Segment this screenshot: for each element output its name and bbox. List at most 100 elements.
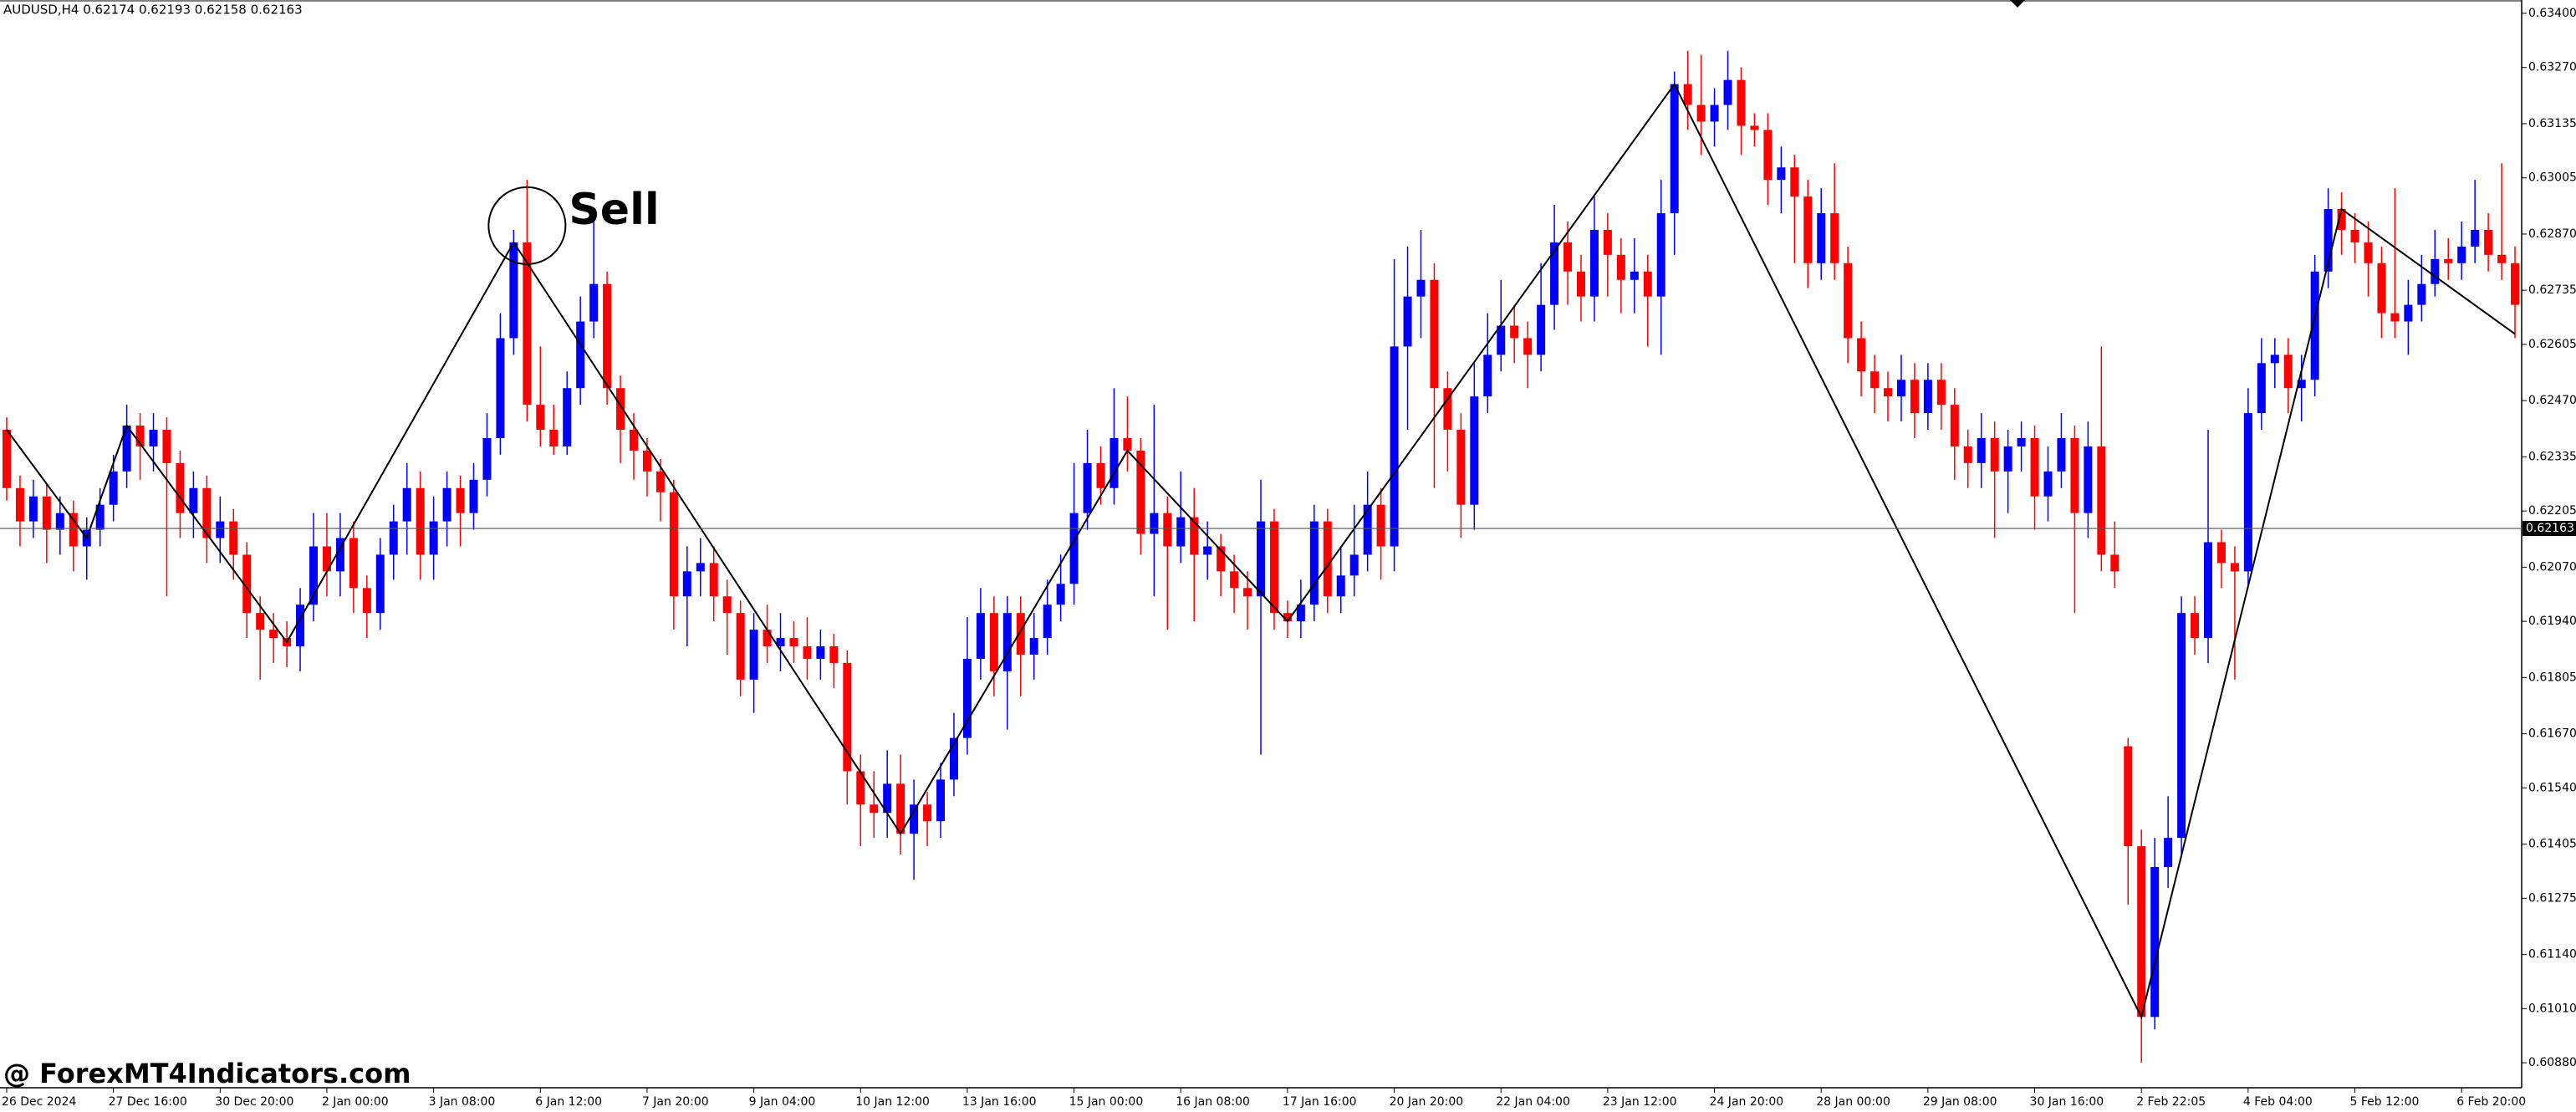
y-tick-label: 0.61275	[2528, 891, 2576, 905]
candle-body	[1910, 380, 1919, 414]
candle-body	[682, 571, 691, 597]
candle-body	[1977, 437, 1986, 463]
y-tick-label: 0.61670	[2528, 727, 2576, 741]
candle-body	[2337, 209, 2346, 230]
candle-body	[216, 521, 225, 538]
y-tick-label: 0.61940	[2528, 615, 2576, 628]
candle-body	[2043, 471, 2053, 497]
annotation-text: Sell	[569, 185, 659, 235]
candle-body	[1243, 588, 1252, 597]
candle-body	[1696, 105, 1706, 122]
candle-body	[2457, 246, 2466, 263]
candle-body	[456, 487, 465, 513]
candle-body	[28, 496, 38, 522]
candle-body	[2216, 542, 2226, 564]
x-tick-label: 22 Jan 04:00	[1496, 1095, 1570, 1109]
y-tick-label: 0.62735	[2528, 283, 2576, 297]
y-tick-label: 0.61540	[2528, 781, 2576, 794]
candle-body	[1670, 84, 1679, 214]
candle-body	[843, 662, 852, 772]
candle-body	[2150, 867, 2160, 1018]
candle-body	[1416, 279, 1426, 297]
candle-body	[2191, 613, 2200, 639]
candle-body	[2124, 746, 2133, 847]
candle-body	[1336, 575, 1345, 597]
candle-body	[1737, 79, 1746, 126]
shift-marker	[2010, 0, 2025, 8]
candle-body	[2, 430, 11, 488]
y-tick-label: 0.63270	[2528, 61, 2576, 74]
candle-body	[1430, 279, 1439, 389]
x-tick-label: 6 Feb 20:00	[2456, 1095, 2526, 1109]
candle-body	[189, 487, 198, 513]
candle-body	[669, 492, 678, 597]
candle-body	[2484, 229, 2493, 255]
candle-body	[1150, 513, 1159, 534]
candle-body	[589, 283, 599, 322]
candle-body	[496, 338, 505, 438]
candle-body	[816, 646, 825, 659]
y-tick-label: 0.62205	[2528, 504, 2576, 518]
annotation-circle	[487, 186, 567, 265]
candle-body	[936, 779, 946, 822]
candle-body	[1483, 355, 1492, 397]
candle-body	[1349, 554, 1359, 576]
candle-body	[1523, 338, 1533, 355]
y-tick-label: 0.61805	[2528, 671, 2576, 684]
candle-body	[1123, 437, 1132, 451]
candle-body	[1363, 504, 1372, 555]
candle-body	[442, 487, 451, 522]
candle-body	[1109, 437, 1119, 488]
x-tick-label: 7 Jan 20:00	[642, 1095, 709, 1109]
candle-body	[1443, 388, 1452, 431]
x-tick-label: 28 Jan 00:00	[1816, 1095, 1890, 1109]
candle-body	[962, 658, 972, 738]
watermark: @ ForexMT4Indicators.com	[3, 1058, 411, 1089]
candle-body	[1630, 271, 1639, 280]
candle-body	[1790, 167, 1799, 197]
candle-body	[2203, 542, 2212, 639]
candle-body	[803, 646, 812, 659]
candle-body	[149, 430, 158, 446]
y-tick-label: 0.62470	[2528, 394, 2576, 407]
candle-body	[2070, 437, 2079, 513]
candle-body	[563, 388, 572, 446]
candle-body	[202, 487, 212, 538]
x-tick-label: 20 Jan 20:00	[1390, 1095, 1464, 1109]
candle-body	[1002, 613, 1012, 671]
candle-body	[1136, 450, 1145, 534]
y-tick-label: 0.61010	[2528, 1002, 2576, 1015]
candle-body	[122, 426, 131, 472]
x-tick-label: 3 Jan 08:00	[429, 1095, 496, 1109]
candle-body	[1230, 571, 1239, 589]
candle-body	[763, 630, 772, 647]
candle-body	[536, 405, 545, 431]
zigzag-line	[6, 82, 2516, 1020]
candle-body	[1497, 325, 1506, 355]
candle-body	[256, 613, 265, 630]
candle-body	[1470, 396, 1479, 505]
x-tick-label: 6 Jan 12:00	[535, 1095, 602, 1109]
candle-body	[1056, 584, 1065, 605]
candle-body	[2324, 209, 2333, 272]
candle-body	[1083, 462, 1092, 513]
candle-body	[1029, 638, 1038, 655]
candle-body	[2177, 613, 2186, 839]
candle-body	[1643, 271, 1652, 297]
candle-body	[696, 563, 705, 572]
candle-body	[296, 604, 305, 647]
candle-body	[322, 546, 331, 572]
candle-body	[789, 638, 798, 647]
candle-body	[95, 504, 105, 530]
candle-body	[2137, 846, 2146, 1018]
candle-body	[349, 538, 358, 589]
candle-body	[2017, 437, 2026, 446]
candle-body	[2431, 258, 2440, 284]
candle-body	[416, 487, 425, 555]
candle-body	[1203, 546, 1212, 555]
candle-body	[523, 242, 532, 406]
candle-body	[1550, 242, 1559, 305]
